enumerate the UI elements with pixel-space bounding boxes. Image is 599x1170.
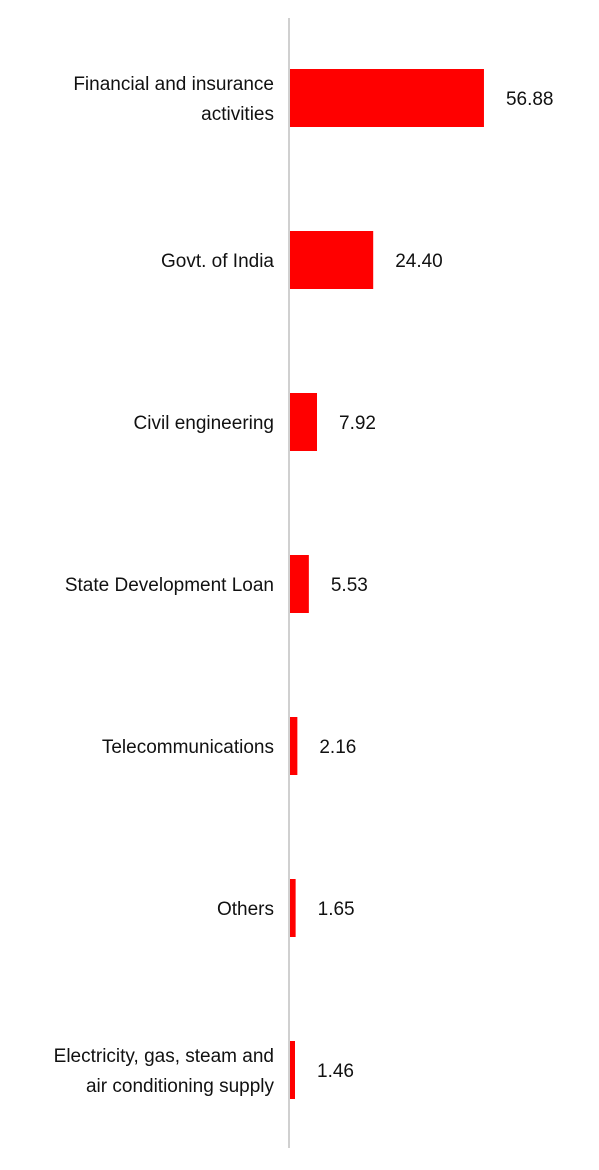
category-label-line: Others xyxy=(217,899,274,920)
category-label-line: Financial and insurance xyxy=(73,74,274,95)
category-label-line: Telecommunications xyxy=(102,737,274,758)
category-label-line: air conditioning supply xyxy=(86,1076,275,1097)
value-label: 5.53 xyxy=(331,575,368,596)
category-label-line: State Development Loan xyxy=(65,575,274,596)
category-label: Telecommunications xyxy=(102,737,274,758)
category-label: Others xyxy=(217,899,274,920)
category-label-line: Electricity, gas, steam and xyxy=(54,1046,274,1067)
bar xyxy=(290,717,298,775)
category-label: Govt. of India xyxy=(161,251,274,272)
category-label: Civil engineering xyxy=(134,413,274,434)
value-label: 7.92 xyxy=(339,413,376,434)
bar xyxy=(290,555,309,613)
value-label: 24.40 xyxy=(395,251,443,272)
category-label: State Development Loan xyxy=(65,575,274,596)
bar xyxy=(290,393,318,451)
category-label: Electricity, gas, steam and air condition… xyxy=(54,1046,275,1097)
value-label: 56.88 xyxy=(506,89,554,110)
category-label-line: Govt. of India xyxy=(161,251,274,272)
category-label: Financial and insurance activities xyxy=(73,74,274,125)
value-label: 1.46 xyxy=(317,1061,354,1082)
category-label-line: activities xyxy=(201,104,274,125)
bar xyxy=(290,69,484,127)
bars-group xyxy=(290,69,484,1099)
bar xyxy=(290,879,296,937)
category-labels-group: Financial and insurance activities Govt. o… xyxy=(54,74,275,1097)
bar xyxy=(290,1041,295,1099)
category-label-line: Civil engineering xyxy=(134,413,274,434)
value-labels-group: 56.88 24.40 7.92 5.53 2.16 1.65 1.46 xyxy=(317,89,554,1082)
value-label: 2.16 xyxy=(319,737,356,758)
bar xyxy=(290,231,374,289)
value-label: 1.65 xyxy=(318,899,355,920)
